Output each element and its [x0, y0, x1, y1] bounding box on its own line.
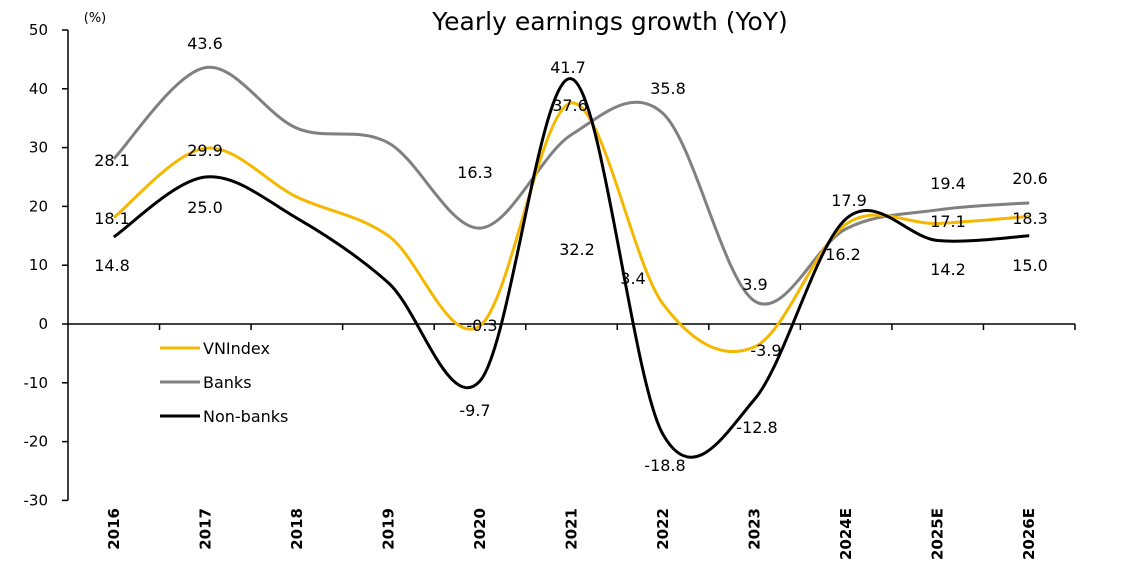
x-tick-label: 2018 [288, 508, 306, 550]
legend-item-non-banks: Non-banks [160, 407, 288, 426]
x-tick-label: 2019 [379, 508, 397, 550]
y-tick-label: 50 [29, 21, 48, 39]
y-tick-label: 10 [29, 256, 48, 274]
data-label: 37.6 [552, 96, 588, 115]
data-label: 18.3 [1012, 209, 1048, 228]
y-tick-label: 30 [29, 139, 48, 157]
x-tick-label: 2026E [1020, 508, 1038, 560]
data-label: -3.9 [750, 341, 781, 360]
data-label: 19.4 [930, 174, 966, 193]
data-label: 43.6 [187, 34, 223, 53]
data-label: 3.9 [742, 275, 767, 294]
series-line-banks [112, 66, 1030, 306]
data-label: 18.1 [94, 209, 130, 228]
data-label: 35.8 [650, 79, 686, 98]
series-line-vnindex [112, 101, 1030, 353]
data-label: 14.2 [930, 260, 966, 279]
legend-label: Banks [203, 373, 252, 392]
data-label: 41.7 [550, 58, 586, 77]
x-tick-label: 2025E [929, 508, 947, 560]
chart-title: Yearly earnings growth (YoY) [431, 7, 788, 36]
data-label: 17.1 [930, 212, 966, 231]
data-label: -12.8 [736, 418, 777, 437]
data-label: -9.7 [459, 401, 490, 420]
y-tick-label: -30 [24, 491, 49, 509]
data-label: -0.3 [466, 316, 497, 335]
data-label: 17.9 [831, 191, 867, 210]
data-label: 16.2 [825, 245, 861, 264]
y-tick-label: 40 [29, 80, 48, 98]
x-tick-label: 2024E [837, 508, 855, 560]
data-label: 16.3 [457, 163, 493, 182]
legend-label: VNIndex [203, 339, 270, 358]
data-label: 29.9 [187, 141, 223, 160]
legend-label: Non-banks [203, 407, 288, 426]
x-tick-label: 2016 [105, 508, 123, 550]
data-label: 14.8 [94, 256, 130, 275]
x-tick-label: 2021 [563, 508, 581, 550]
data-label: 15.0 [1012, 256, 1048, 275]
data-label: 3.4 [620, 269, 645, 288]
data-label: 32.2 [559, 240, 595, 259]
data-label: 20.6 [1012, 169, 1048, 188]
legend-item-vnindex: VNIndex [160, 339, 270, 358]
y-tick-label: -10 [24, 374, 49, 392]
y-tick-label: 20 [29, 197, 48, 215]
data-label: -18.8 [644, 456, 685, 475]
x-tick-label: 2020 [471, 508, 489, 550]
y-tick-label: -20 [24, 433, 49, 451]
series-line-non-banks [112, 77, 1030, 459]
x-tick-label: 2023 [746, 508, 764, 550]
x-tick-label: 2017 [196, 508, 214, 550]
y-tick-label: 0 [38, 315, 48, 333]
x-tick-label: 2022 [654, 508, 672, 550]
data-label: 28.1 [94, 151, 130, 170]
legend-item-banks: Banks [160, 373, 252, 392]
data-label: 25.0 [187, 198, 223, 217]
y-axis-unit: (%) [84, 11, 107, 26]
